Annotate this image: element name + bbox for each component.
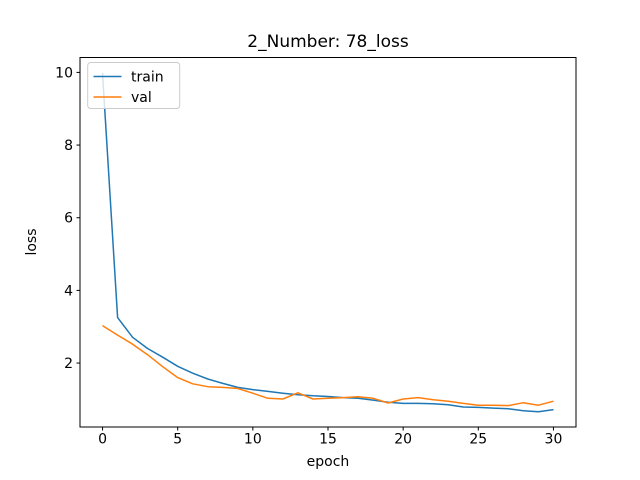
x-tick-label: 25 (469, 432, 487, 448)
y-axis-label: loss (24, 228, 40, 255)
y-tick-label: 6 (64, 211, 73, 227)
axis-ticks: 0 5 10 15 20 25 30 2 4 6 8 10 (55, 65, 562, 447)
x-tick-label: 10 (244, 432, 262, 448)
chart-title: 2_Number: 78_loss (247, 32, 409, 52)
y-tick-label: 4 (64, 283, 73, 299)
x-tick-label: 0 (98, 432, 107, 448)
y-tick-label: 8 (64, 138, 73, 154)
x-axis-label: epoch (307, 454, 350, 470)
x-tick-label: 20 (394, 432, 412, 448)
series-line-val (102, 324, 554, 407)
legend-label-val: val (131, 90, 152, 106)
plot-area (79, 57, 577, 428)
y-tick-label: 2 (64, 356, 73, 372)
legend-label-train: train (131, 70, 164, 86)
y-tick-label: 10 (55, 65, 73, 81)
data-series (101, 73, 554, 413)
legend: train val (87, 62, 181, 109)
x-tick-label: 5 (173, 432, 182, 448)
x-tick-label: 30 (545, 432, 563, 448)
x-tick-label: 15 (319, 432, 337, 448)
series-line-train (101, 73, 554, 413)
